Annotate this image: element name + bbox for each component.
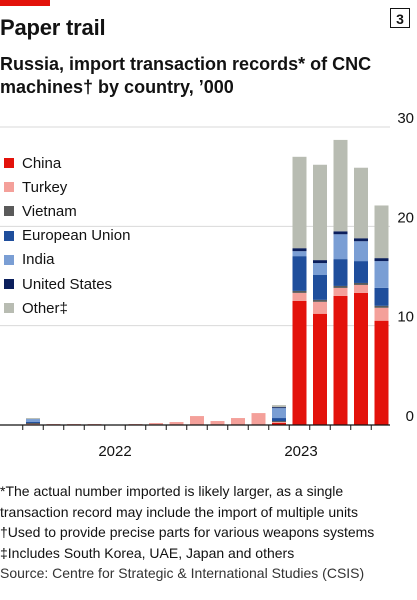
chart-title: Paper trail: [0, 15, 106, 40]
bar-2023-06-series-3: [374, 287, 389, 306]
bar-2023-02-series-0: [292, 300, 307, 425]
bar-2023-01-series-4: [272, 408, 286, 419]
bar-2023-02-series-4: [292, 251, 307, 257]
bar-2023-01-series-3: [272, 418, 286, 422]
bar-2022-01-series-4: [26, 419, 40, 423]
bar-2023-01-series-6: [272, 405, 286, 408]
legend-item-3: European Union: [4, 224, 130, 248]
bar-2023-04-series-1: [333, 287, 348, 296]
legend-item-4: India: [4, 248, 130, 272]
bar-2023-03-series-6: [313, 164, 327, 261]
bar-2023-05-series-5: [354, 238, 368, 242]
bar-2022-10-series-1: [210, 421, 225, 425]
bar-2022-09-series-1: [190, 416, 204, 425]
legend-label: China: [22, 154, 62, 172]
x-tick-label-2022: 2022: [98, 443, 131, 460]
legend-item-6: Other‡: [4, 296, 130, 320]
bar-2023-02-series-1: [292, 292, 307, 301]
bar-2022-07-series-1: [149, 423, 163, 425]
bar-2023-02-series-3: [292, 256, 307, 291]
bar-2023-05-series-0: [354, 292, 368, 425]
legend-item-5: United States: [4, 272, 130, 296]
bar-2023-05-series-1: [354, 284, 368, 293]
chart-subtitle: Russia, import transaction records* of C…: [0, 54, 372, 97]
bar-2022-11-series-1: [231, 418, 245, 425]
legend-swatch: [4, 206, 14, 217]
bar-2023-04-series-5: [333, 231, 348, 235]
legend-label: India: [22, 251, 55, 269]
bar-2023-02-series-2: [292, 290, 307, 293]
bar-2023-01-series-5: [272, 407, 286, 409]
legend: China Turkey Vietnam European Union India Uni…: [4, 151, 130, 320]
bar-2023-03-series-1: [313, 301, 327, 314]
legend-label: European Union: [22, 227, 131, 245]
bar-2023-05-series-3: [354, 261, 368, 283]
bar-2023-06-series-0: [374, 320, 389, 425]
y-tick-label-20: 20: [397, 209, 414, 226]
x-tick-label-2023: 2023: [284, 443, 317, 460]
bar-2023-04-series-6: [333, 139, 348, 232]
bar-2023-05-series-4: [354, 241, 368, 262]
bar-2023-02-series-5: [292, 248, 307, 252]
legend-label: Vietnam: [22, 202, 77, 220]
footnotes: *The actual number imported is likely la…: [0, 481, 417, 584]
source-line: Source: Centre for Strategic & Internati…: [0, 565, 365, 581]
legend-item-2: Vietnam: [4, 199, 130, 223]
footnote-3: †Used to provide precise parts for vario…: [0, 524, 375, 540]
chart-number-badge: 3: [390, 8, 410, 28]
bar-2022-08-series-1: [169, 422, 184, 425]
bar-2023-03-series-2: [313, 299, 327, 302]
legend-label: Turkey: [22, 178, 68, 196]
bar-2023-04-series-3: [333, 259, 348, 286]
bar-2023-03-series-4: [313, 263, 327, 276]
legend-swatch: [4, 230, 14, 241]
y-tick-label-0: 0: [406, 408, 414, 425]
bar-2023-05-series-6: [354, 167, 368, 239]
bar-2022-01-series-3: [26, 422, 40, 424]
bar-2022-01-series-2: [26, 423, 40, 425]
footnote-2: transaction record may include the impor…: [0, 503, 358, 520]
legend-swatch: [4, 254, 14, 265]
footnote-4: ‡Includes South Korea, UAE, Japan and ot…: [0, 544, 295, 561]
legend-label: Other‡: [22, 299, 68, 317]
bar-2023-06-series-2: [374, 305, 389, 308]
legend-item-1: Turkey: [4, 175, 130, 199]
y-tick-label-30: 30: [397, 110, 414, 127]
legend-swatch: [4, 279, 14, 290]
bar-2023-03-series-3: [313, 275, 327, 300]
bar-2023-01-series-1: [272, 422, 286, 424]
bar-2023-01-series-2: [272, 421, 286, 423]
legend-swatch: [4, 158, 14, 169]
brand-accent-bar: [0, 0, 50, 6]
bar-2023-06-series-1: [374, 307, 389, 321]
bar-2023-04-series-0: [333, 295, 348, 425]
bar-2023-06-series-5: [374, 258, 389, 262]
legend-label: United States: [22, 275, 113, 293]
bar-2023-03-series-0: [313, 313, 327, 425]
footnote-1: *The actual number imported is likely la…: [0, 483, 344, 499]
bar-2023-03-series-5: [313, 260, 327, 264]
bar-2023-06-series-4: [374, 261, 389, 288]
bar-2023-02-series-6: [292, 156, 307, 249]
bar-2023-04-series-4: [333, 234, 348, 260]
bar-2023-06-series-6: [374, 205, 389, 259]
legend-item-0: China: [4, 151, 130, 175]
bar-2022-12-series-1: [251, 413, 266, 425]
bar-2022-01-series-6: [26, 418, 40, 420]
legend-swatch: [4, 182, 14, 193]
bar-2023-04-series-2: [333, 285, 348, 288]
stacked-bar-chart: 0 10 20 30 2022 2023: [0, 110, 414, 460]
bar-2023-01-series-0: [272, 423, 286, 425]
bar-2023-05-series-2: [354, 282, 368, 285]
y-tick-label-10: 10: [397, 309, 414, 326]
legend-swatch: [4, 303, 14, 314]
